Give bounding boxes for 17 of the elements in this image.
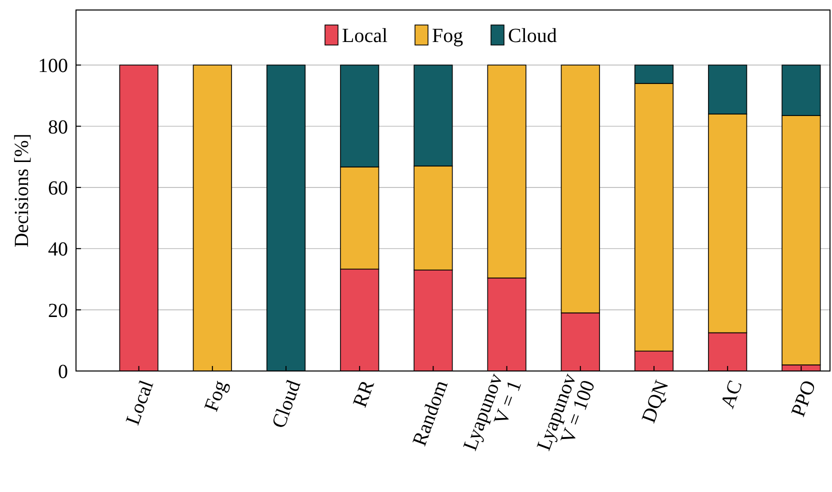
legend-label: Fog xyxy=(432,25,464,47)
x-tick-label: Cloud xyxy=(268,378,306,432)
y-tick-label: 20 xyxy=(48,300,68,322)
x-tick-label: PPO xyxy=(787,378,820,420)
x-tick-label: AC xyxy=(716,378,747,412)
y-tick-label: 80 xyxy=(48,116,68,138)
x-tick-label: Local xyxy=(122,377,158,428)
x-tick-label: RR xyxy=(349,376,380,410)
x-tick-label: Fog xyxy=(200,378,232,414)
legend-label: Cloud xyxy=(508,25,557,47)
x-tick-label: DQN xyxy=(638,378,674,426)
legend-label: Local xyxy=(342,25,388,47)
y-tick-label: 100 xyxy=(38,55,68,78)
y-tick-label: 60 xyxy=(48,177,68,200)
y-tick-label: 40 xyxy=(48,238,68,261)
y-tick-label: 0 xyxy=(58,361,68,383)
y-axis-title: Decisions [%] xyxy=(11,134,33,248)
